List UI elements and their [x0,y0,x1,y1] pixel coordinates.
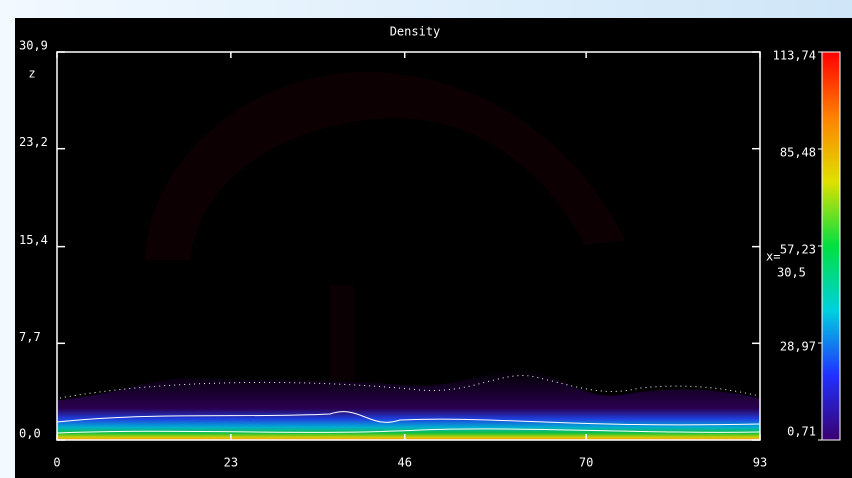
contour-line [56,428,761,434]
colorbar-tick-label: 57,23 [780,242,816,256]
y-axis-label: z [28,67,35,81]
x-tick-label: 93 [753,456,767,470]
y-tick-label: 30,9 [19,39,48,53]
ghost-shape [330,285,355,380]
colorbar-tick-label: 0,71 [787,425,816,439]
y-tick-label: 0,0 [19,427,41,441]
colorbar-tick-label: 85,48 [780,146,816,160]
colorbar [821,51,841,441]
y-tick-label: 7,7 [19,330,41,344]
slice-label: x= [766,250,780,264]
density-field [57,370,760,440]
colorbar-tick-label: 28,97 [780,339,816,353]
slice-value: 30,5 [777,266,806,280]
chart-title: Density [390,25,441,39]
x-tick-label: 70 [579,456,593,470]
y-tick-label: 15,4 [19,233,48,247]
contour-line [56,411,761,426]
colorbar-tick-label: 113,74 [773,49,816,63]
ghost-shape [145,71,625,260]
x-tick-label: 23 [224,456,238,470]
x-tick-label: 0 [53,456,60,470]
x-tick-label: 46 [397,456,411,470]
y-tick-label: 23,2 [19,135,48,149]
